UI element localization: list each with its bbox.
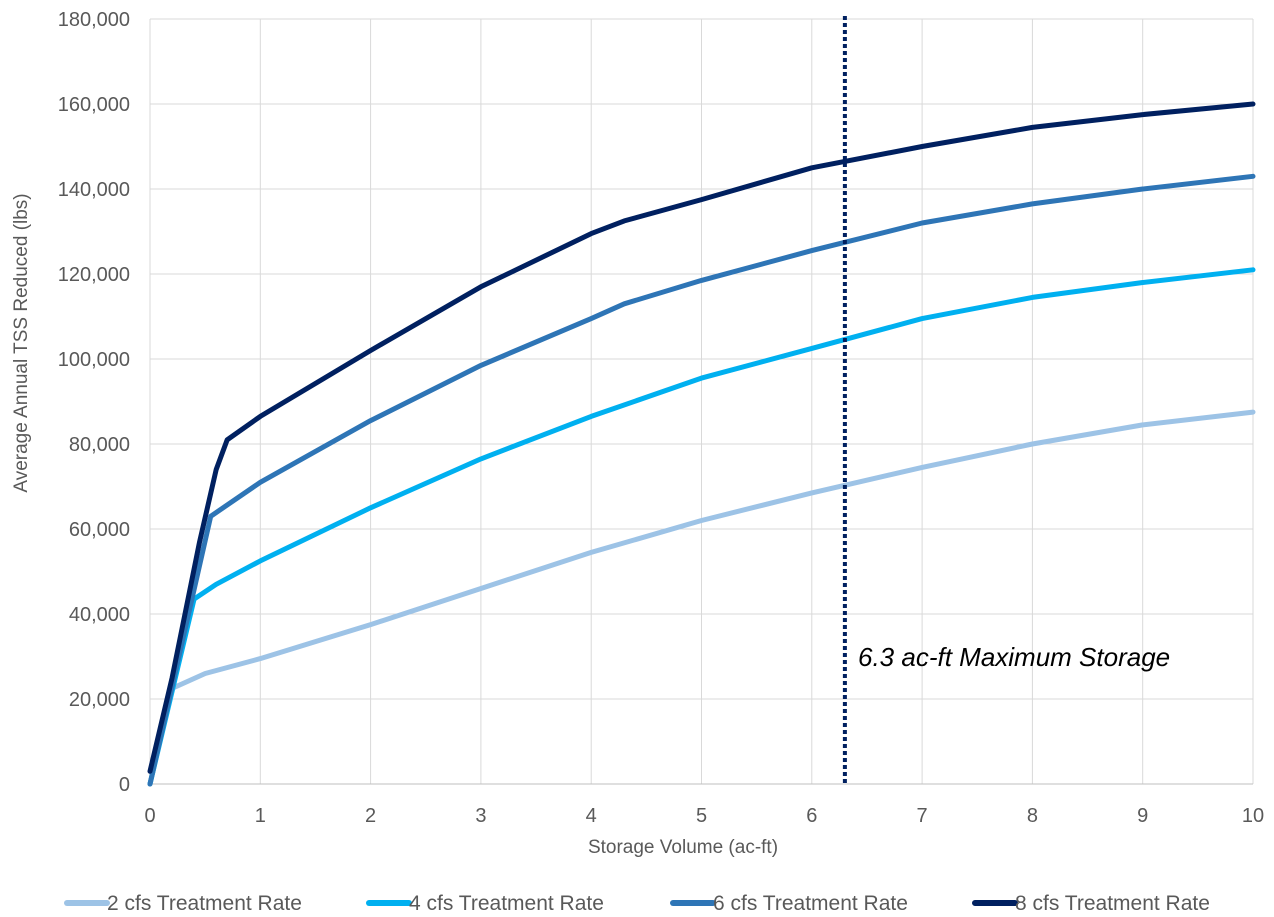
x-tick-label: 9 <box>1137 805 1148 827</box>
y-tick-label: 120,000 <box>58 264 130 286</box>
x-tick-label: 10 <box>1242 805 1264 827</box>
x-tick-label: 1 <box>255 805 266 827</box>
reference-line-label: 6.3 ac-ft Maximum Storage <box>858 642 1170 672</box>
legend-label: 6 cfs Treatment Rate <box>713 892 908 915</box>
x-tick-label: 2 <box>365 805 376 827</box>
y-tick-label: 60,000 <box>69 519 130 541</box>
y-tick-label: 20,000 <box>69 689 130 711</box>
y-tick-label: 0 <box>119 774 130 796</box>
gridlines <box>149 18 1254 785</box>
series-line-2 <box>147 267 1256 787</box>
y-axis-title: Average Annual TSS Reduced (lbs) <box>11 193 32 492</box>
y-axis-ticks: 0 20,000 40,000 60,000 80,000 100,000 120,000 1… <box>58 9 130 796</box>
y-tick-label: 160,000 <box>58 94 130 116</box>
series-lines <box>147 101 1256 787</box>
series-line-1 <box>147 409 1256 787</box>
x-axis-ticks: 0 1 2 3 4 5 6 7 8 9 10 <box>144 805 1264 827</box>
y-tick-label: 100,000 <box>58 349 130 371</box>
y-tick-label: 40,000 <box>69 604 130 626</box>
x-tick-label: 5 <box>696 805 707 827</box>
y-tick-label: 140,000 <box>58 179 130 201</box>
x-axis-title: Storage Volume (ac-ft) <box>588 837 778 858</box>
y-tick-label: 80,000 <box>69 434 130 456</box>
x-tick-label: 6 <box>806 805 817 827</box>
legend-label: 2 cfs Treatment Rate <box>107 892 302 915</box>
x-tick-label: 8 <box>1027 805 1038 827</box>
series-line-4 <box>147 101 1256 774</box>
x-tick-label: 3 <box>475 805 486 827</box>
x-tick-label: 4 <box>586 805 597 827</box>
legend-label: 8 cfs Treatment Rate <box>1015 892 1210 915</box>
y-tick-label: 180,000 <box>58 9 130 31</box>
series-line-3 <box>147 173 1256 787</box>
x-tick-label: 0 <box>144 805 155 827</box>
x-tick-label: 7 <box>917 805 928 827</box>
legend-label: 4 cfs Treatment Rate <box>409 892 604 915</box>
legend: 2 cfs Treatment Rate 4 cfs Treatment Rate… <box>64 892 1210 915</box>
